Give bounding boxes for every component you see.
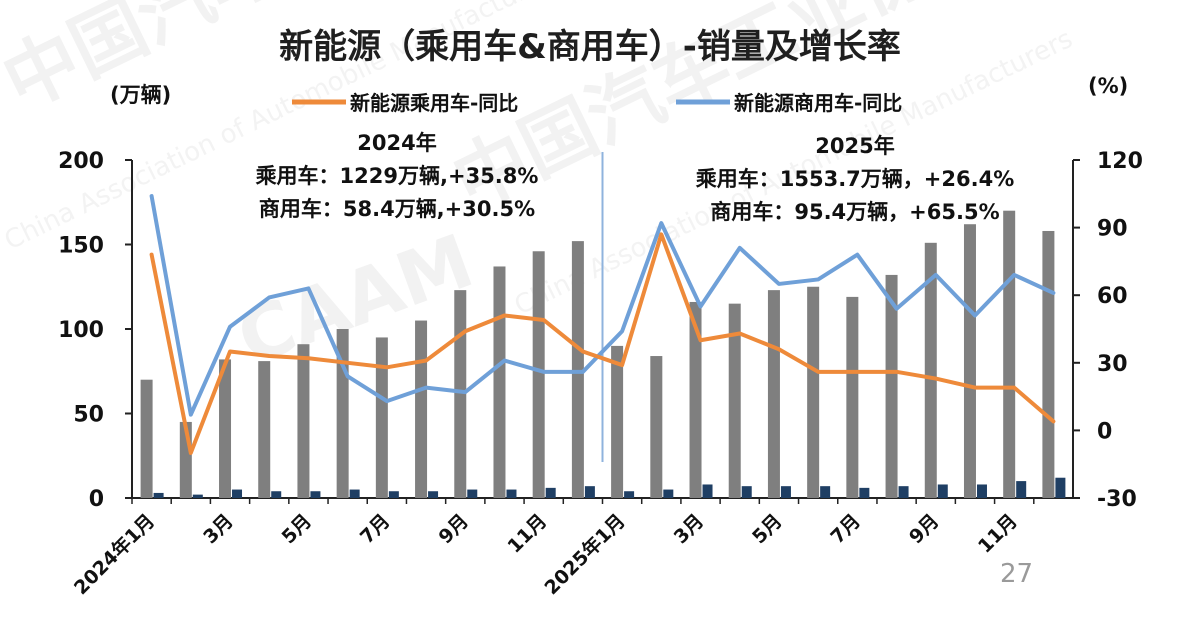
right-axis-unit: (%) [1088, 74, 1128, 98]
left-y-tick-label: 200 [58, 149, 104, 174]
x-tick-label: 7月 [827, 510, 865, 548]
x-tick-label: 3月 [199, 510, 237, 548]
bar-commercial-sales [859, 487, 870, 498]
bar-commercial-sales [780, 486, 791, 498]
left-y-tick-label: 0 [89, 487, 104, 512]
bar-commercial-sales [741, 486, 752, 498]
bar-commercial-sales [349, 489, 360, 498]
annotation-2025-title: 2025年 [815, 134, 894, 158]
x-tick-label: 11月 [974, 510, 1022, 558]
x-tick-label: 2025年1月 [540, 509, 630, 599]
legend: 新能源乘用车-同比 新能源商用车-同比 [292, 91, 902, 115]
annotation-2025-commercial: 商用车：95.4万辆，+65.5% [710, 200, 999, 224]
right-y-tick-label: 120 [1097, 149, 1143, 174]
left-y-tick-label: 150 [58, 234, 104, 259]
bar-passenger-sales [650, 356, 663, 498]
x-tick-label: 7月 [356, 510, 394, 548]
bar-commercial-sales [388, 491, 399, 498]
annotation-2025: 2025年 乘用车：1553.7万辆，+26.4% 商用车：95.4万辆，+65… [695, 134, 1015, 224]
annotation-2024: 2024年 乘用车：1229万辆,+35.8% 商用车：58.4万辆,+30.5… [255, 131, 539, 221]
right-y-tick-label: 90 [1097, 217, 1128, 242]
right-y-tick-label: 0 [1097, 419, 1112, 444]
bar-passenger-sales [219, 359, 232, 498]
bar-passenger-sales [924, 242, 937, 498]
bar-passenger-sales [493, 266, 506, 498]
bar-passenger-sales [258, 361, 271, 498]
x-tick-label: 2024年1月 [69, 509, 159, 599]
annotation-2024-title: 2024年 [357, 131, 436, 155]
bar-commercial-sales [820, 486, 831, 498]
line-commercial-yoy [149, 194, 1056, 417]
bar-commercial-sales [192, 494, 203, 498]
annotation-2024-commercial: 商用车：58.4万辆,+30.5% [259, 197, 535, 221]
bar-passenger-sales [767, 290, 780, 498]
bar-passenger-sales [140, 379, 153, 498]
lines [149, 194, 1056, 455]
left-axis-unit: (万辆) [110, 83, 171, 107]
bar-passenger-sales [1003, 210, 1016, 498]
bar-passenger-sales [454, 290, 467, 498]
bar-passenger-sales [689, 301, 702, 498]
right-y-tick-label: 30 [1097, 352, 1128, 377]
bar-passenger-sales [1042, 230, 1055, 499]
bar-commercial-sales [310, 491, 321, 498]
bar-commercial-sales [506, 489, 517, 498]
bar-passenger-sales [571, 241, 584, 498]
right-y-tick-label: 60 [1097, 284, 1128, 309]
x-tick-label: 3月 [670, 510, 708, 548]
page-number: 27 [1000, 559, 1033, 589]
bars [140, 210, 1066, 499]
bar-commercial-sales [702, 484, 713, 498]
x-tick-label: 9月 [434, 510, 472, 548]
bar-commercial-sales [976, 484, 987, 498]
bar-passenger-sales [375, 337, 388, 498]
bar-commercial-sales [153, 492, 164, 498]
legend-label-commercial: 新能源商用车-同比 [734, 91, 902, 115]
chart-title: 新能源（乘用车&商用车）-销量及增长率 [279, 27, 901, 67]
bar-commercial-sales [663, 489, 674, 498]
line-passenger-yoy [149, 232, 1056, 455]
bar-commercial-sales [584, 486, 595, 498]
x-tick-label: 9月 [905, 510, 943, 548]
bar-passenger-sales [532, 251, 545, 498]
bar-commercial-sales [271, 491, 282, 498]
left-y-tick-label: 100 [58, 318, 104, 343]
bar-commercial-sales [545, 487, 556, 498]
bar-passenger-sales [885, 274, 898, 498]
bar-commercial-sales [467, 489, 478, 498]
left-y-tick-label: 50 [73, 403, 104, 428]
bar-passenger-sales [297, 344, 310, 498]
legend-label-passenger: 新能源乘用车-同比 [350, 91, 518, 115]
bar-passenger-sales [611, 345, 624, 498]
bar-commercial-sales [1016, 481, 1027, 498]
bar-commercial-sales [428, 491, 439, 498]
bar-commercial-sales [232, 489, 243, 498]
bar-commercial-sales [937, 484, 948, 498]
bar-passenger-sales [807, 286, 820, 498]
annotation-2024-passenger: 乘用车：1229万辆,+35.8% [255, 164, 539, 188]
x-tick-label: 5月 [278, 510, 316, 548]
annotation-2025-passenger: 乘用车：1553.7万辆，+26.4% [695, 167, 1015, 191]
bar-commercial-sales [624, 491, 635, 498]
bar-passenger-sales [415, 320, 428, 498]
right-y-tick-label: -30 [1097, 487, 1137, 512]
bar-commercial-sales [1055, 477, 1066, 498]
bar-passenger-sales [728, 303, 741, 498]
x-tick-label: 11月 [504, 510, 552, 558]
bar-passenger-sales [963, 224, 976, 498]
x-tick-label: 5月 [748, 510, 786, 548]
bar-passenger-sales [846, 296, 859, 498]
bar-commercial-sales [898, 486, 909, 498]
